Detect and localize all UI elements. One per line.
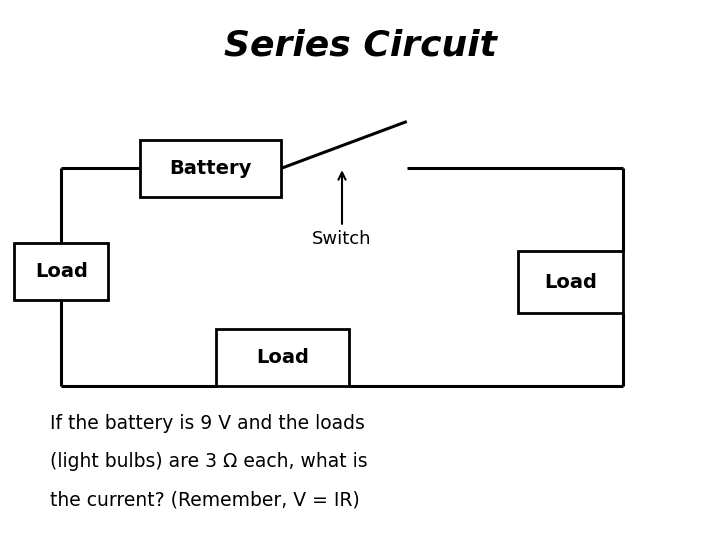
Text: (light bulbs) are 3 Ω each, what is: (light bulbs) are 3 Ω each, what is [50, 452, 368, 471]
Bar [216, 329, 349, 386]
Text: Battery: Battery [169, 159, 252, 178]
Text: the current? (Remember, V = IR): the current? (Remember, V = IR) [50, 490, 360, 509]
Bar [518, 251, 623, 313]
Bar [14, 243, 108, 300]
Bar [140, 140, 281, 197]
Text: Load: Load [544, 273, 597, 292]
Text: Load: Load [256, 348, 309, 367]
Text: Series Circuit: Series Circuit [224, 29, 496, 63]
Text: If the battery is 9 V and the loads: If the battery is 9 V and the loads [50, 414, 365, 434]
Text: Switch: Switch [312, 172, 372, 247]
Text: Load: Load [35, 262, 88, 281]
